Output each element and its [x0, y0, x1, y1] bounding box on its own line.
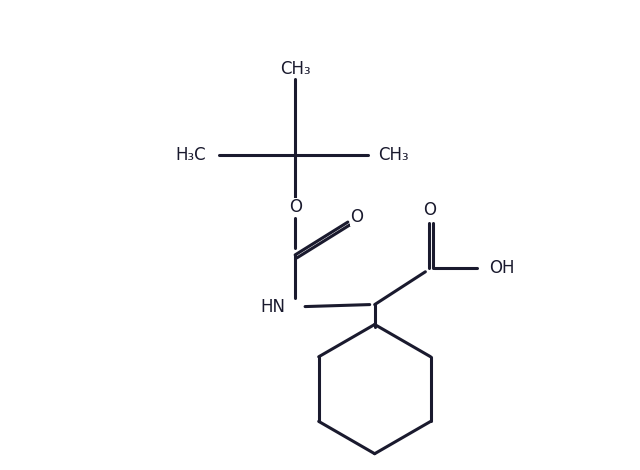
Text: CH₃: CH₃: [378, 147, 408, 164]
Text: O: O: [289, 198, 301, 216]
Text: O: O: [350, 208, 364, 226]
Text: OH: OH: [489, 259, 515, 277]
Text: CH₃: CH₃: [280, 60, 310, 78]
Text: HN: HN: [260, 298, 285, 315]
Text: O: O: [423, 201, 436, 219]
Text: H₃C: H₃C: [175, 147, 205, 164]
